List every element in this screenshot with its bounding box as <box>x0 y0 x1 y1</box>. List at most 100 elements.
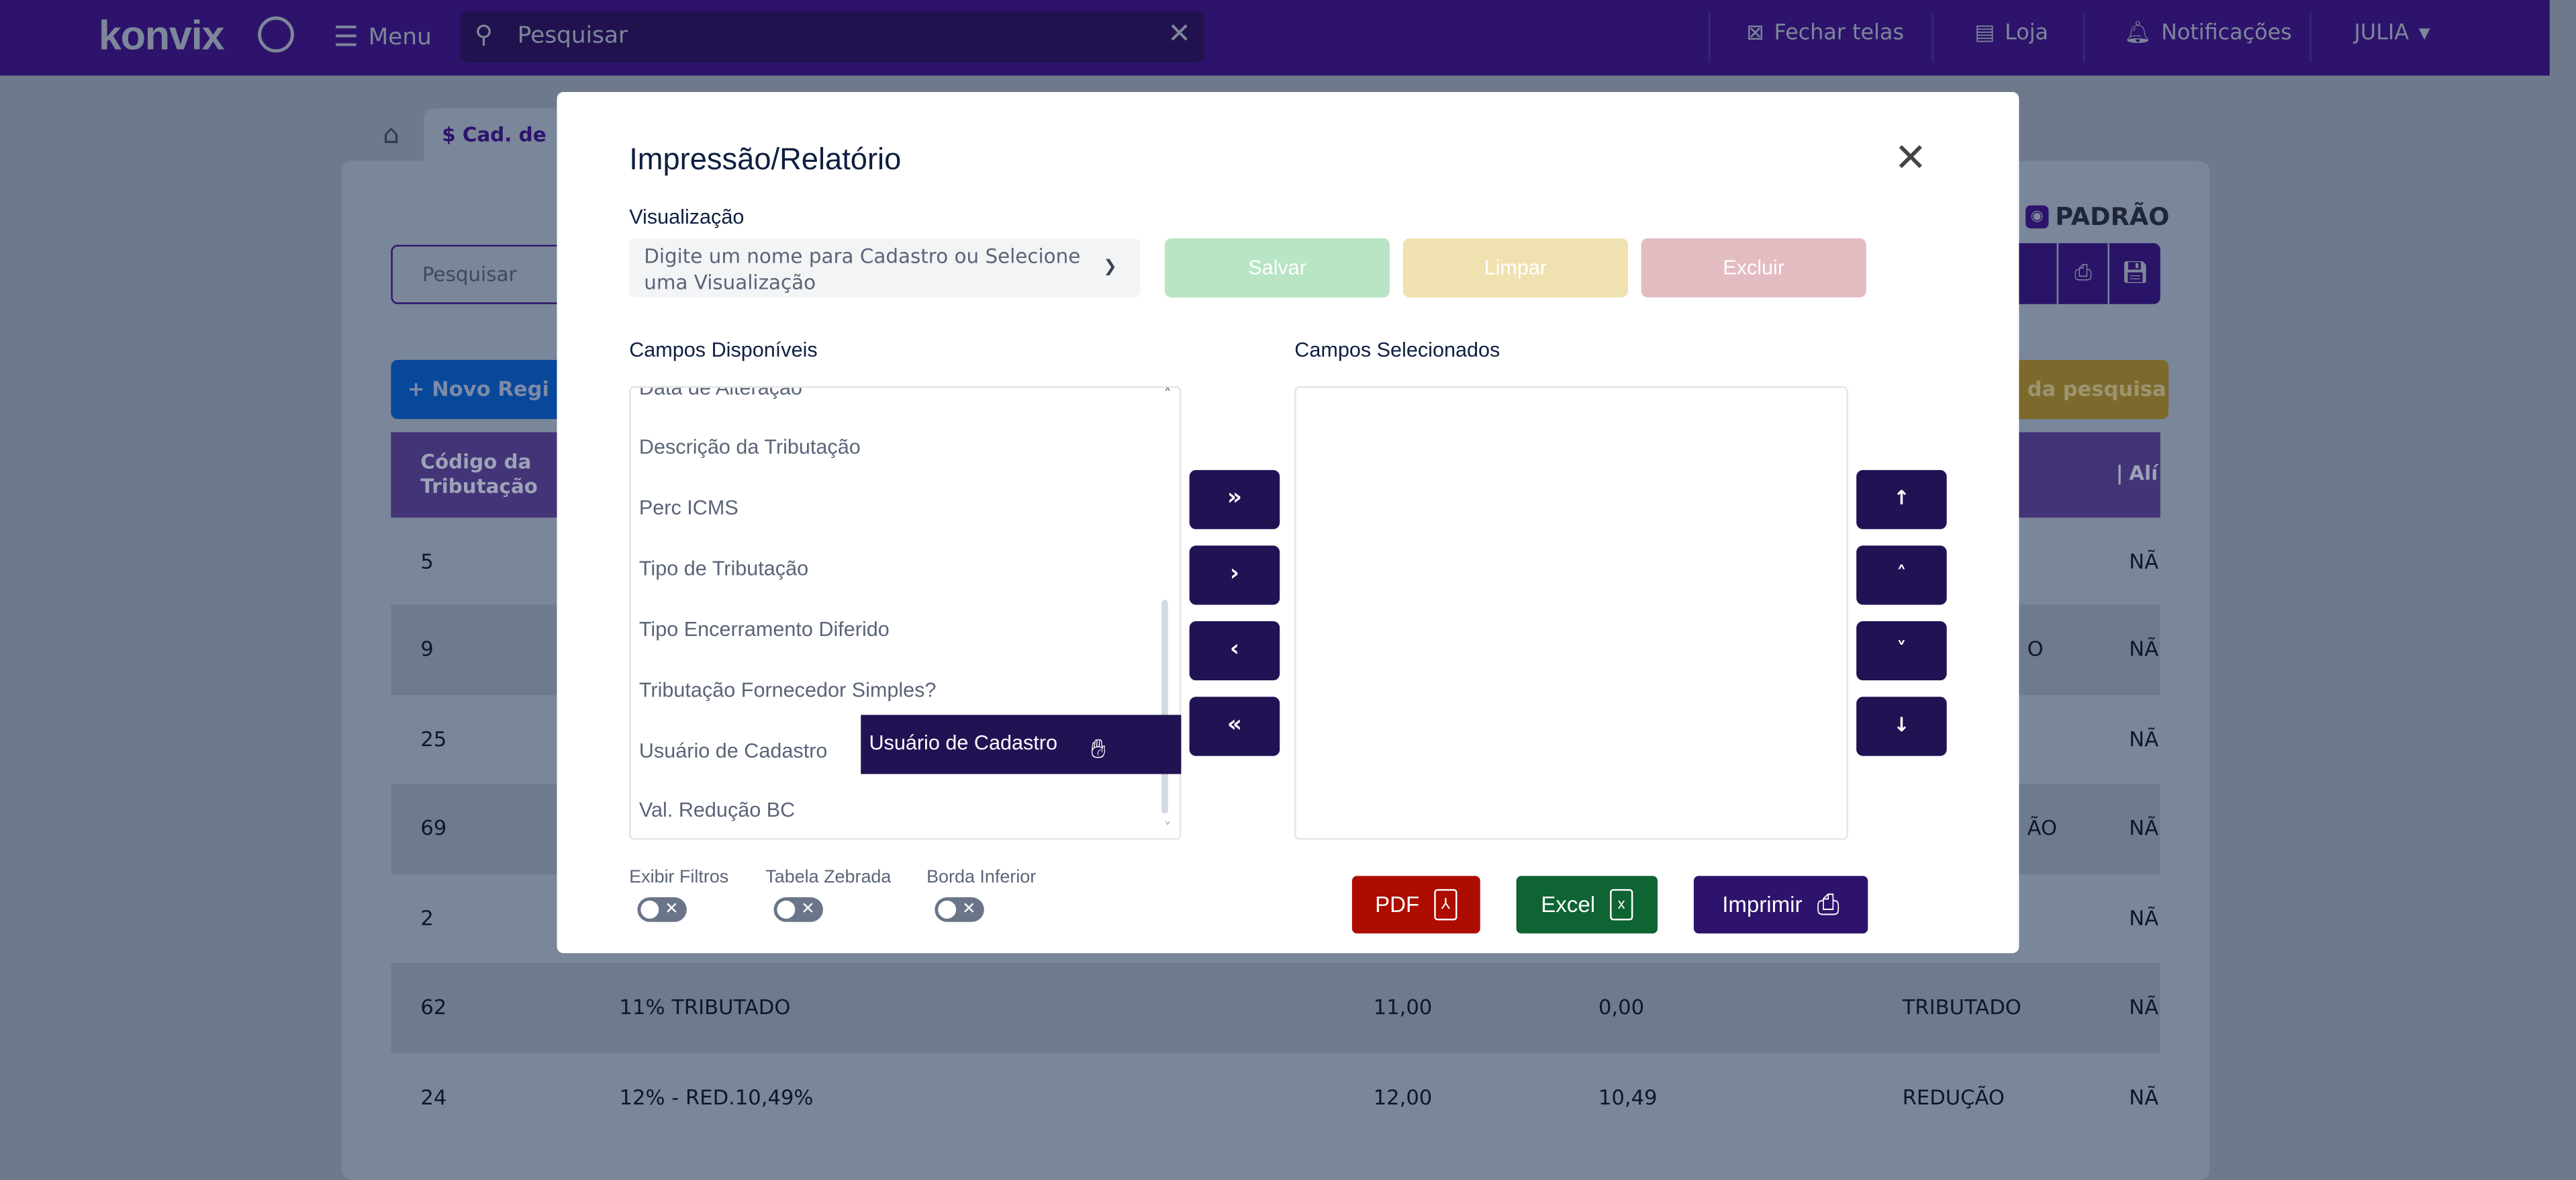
cell-code: 5 <box>420 549 434 574</box>
menu-label: Menu <box>368 24 432 51</box>
cell-type: TRIBUTADO <box>1902 994 2021 1019</box>
user-name: JULIA <box>2354 21 2410 46</box>
print-report-dialog: Impressão/Relatório ✕ Visualização Digit… <box>557 92 2019 954</box>
divider <box>1708 13 1711 62</box>
pdf-button[interactable]: PDF ⅄ <box>1351 876 1480 934</box>
field-option[interactable]: Val. Redução BC <box>638 799 796 822</box>
bell-icon: 🔔︎ <box>2124 21 2152 46</box>
move-bottom-button[interactable]: ↓ <box>1856 696 1947 756</box>
column-resizer[interactable]: | <box>2115 461 2124 485</box>
header-last[interactable]: Alí <box>2129 461 2158 485</box>
field-option[interactable]: Descrição da Tributação <box>638 435 861 459</box>
excel-button[interactable]: Excel x <box>1516 876 1658 934</box>
save-icon[interactable]: 💾︎ <box>2108 243 2160 304</box>
field-option[interactable]: Tipo Encerramento Diferido <box>638 618 890 641</box>
menu-icon: ☰ <box>333 21 359 54</box>
new-record-label: Novo Regi <box>432 376 550 402</box>
global-search-input[interactable]: ⚲ Pesquisar ✕ <box>460 11 1204 62</box>
striped-table-toggle[interactable]: ✕ <box>773 897 823 922</box>
move-right-button[interactable]: › <box>1189 545 1280 605</box>
excel-file-icon: x <box>1610 889 1633 921</box>
divider <box>2309 13 2311 62</box>
print-icon[interactable]: ⎙ <box>2056 243 2109 304</box>
bottom-border-toggle[interactable]: ✕ <box>935 897 984 922</box>
cell-v2: 10,49 <box>1598 1085 1658 1109</box>
cell-code: 9 <box>420 635 434 661</box>
cell-last: NÃ <box>2129 726 2159 752</box>
pdf-file-icon: ⅄ <box>1434 889 1458 921</box>
move-up-button[interactable]: ˄ <box>1856 545 1947 605</box>
eye-icon: ◉ <box>2025 205 2049 229</box>
view-select[interactable]: Digite um nome para Cadastro ou Selecion… <box>629 238 1141 298</box>
top-bar: KONVIX ☰ Menu ⚲ Pesquisar ✕ ⊠ Fechar telas… <box>0 0 2550 76</box>
toggle-label: Borda Inferior <box>926 868 1037 888</box>
scroll-down-icon[interactable]: ˅ <box>1163 821 1172 838</box>
delete-button[interactable]: Excluir <box>1641 238 1866 298</box>
tab-cadastro[interactable]: $ Cad. de <box>424 108 572 161</box>
cell-last: NÃ <box>2129 905 2159 931</box>
view-label: Visualização <box>629 205 745 229</box>
search-placeholder: Pesquisar <box>517 23 628 50</box>
dragging-field[interactable]: Usuário de Cadastro ✋︎ <box>861 715 1182 774</box>
field-option[interactable]: Tipo de Tributação <box>638 557 809 580</box>
user-menu[interactable]: JULIA ▼ <box>2354 21 2430 46</box>
close-window-icon: ⊠ <box>1746 21 1764 46</box>
view-indicator: ◉ PADRÃO <box>2025 202 2169 232</box>
cell-code: 69 <box>420 815 447 840</box>
table-row[interactable]: 24 12% - RED.10,49% 12,00 10,49 REDUÇÃO NÃ <box>391 1053 2160 1144</box>
available-fields-label: Campos Disponíveis <box>629 338 818 362</box>
scroll-up-icon[interactable]: ˄ <box>1163 388 1172 404</box>
move-all-left-button[interactable]: « <box>1189 696 1280 756</box>
divider <box>1931 13 1934 62</box>
cell-type: O <box>2027 635 2044 661</box>
toggle-label: Tabela Zebrada <box>765 868 892 888</box>
search-icon: ⚲ <box>475 19 493 50</box>
print-button[interactable]: Imprimir ⎙ <box>1693 876 1868 934</box>
menu-button[interactable]: ☰ Menu <box>334 21 432 54</box>
close-screens-button[interactable]: ⊠ Fechar telas <box>1746 21 1904 46</box>
move-all-right-button[interactable]: » <box>1189 469 1280 529</box>
close-icon[interactable]: ✕ <box>1894 136 1927 181</box>
cell-code: 2 <box>420 905 434 931</box>
table-row[interactable]: 62 11% TRIBUTADO 11,00 0,00 TRIBUTADO NÃ <box>391 962 2160 1054</box>
move-top-button[interactable]: ↑ <box>1856 469 1947 529</box>
clear-button[interactable]: Limpar <box>1402 238 1628 298</box>
cell-type: ÃO <box>2027 815 2058 840</box>
notifications-button[interactable]: 🔔︎ Notificações <box>2124 21 2292 46</box>
dragging-field-label: Usuário de Cadastro <box>869 731 1058 755</box>
move-left-button[interactable]: ‹ <box>1189 621 1280 681</box>
field-option[interactable]: Tributação Fornecedor Simples? <box>638 678 937 702</box>
store-button[interactable]: ▤ Loja <box>1974 21 2048 46</box>
field-option[interactable]: Data de Alteração <box>638 386 803 400</box>
grab-hand-icon: ✋︎ <box>1090 736 1106 764</box>
cell-last: NÃ <box>2129 994 2159 1019</box>
save-button[interactable]: Salvar <box>1164 238 1390 298</box>
store-icon: ▤ <box>1974 21 1995 46</box>
cell-last: NÃ <box>2129 1085 2159 1109</box>
view-select-placeholder: Digite um nome para Cadastro ou Selecion… <box>644 244 1081 295</box>
selected-fields-list[interactable] <box>1294 386 1848 840</box>
show-filters-toggle[interactable]: ✕ <box>637 897 687 922</box>
new-record-button[interactable]: + Novo Regi <box>391 359 589 419</box>
page-search-input[interactable]: Pesquisar <box>391 244 589 304</box>
field-option[interactable]: Perc ICMS <box>638 496 738 520</box>
notifications-label: Notificações <box>2161 21 2292 46</box>
header-code[interactable]: Código da Tributação <box>420 450 538 498</box>
home-icon[interactable]: ⌂ <box>383 118 400 150</box>
excel-label: Excel <box>1541 892 1596 917</box>
scrollbar-thumb[interactable] <box>1161 600 1168 814</box>
cell-code: 25 <box>420 726 447 752</box>
chevron-down-icon: ▼ <box>2418 25 2430 42</box>
cell-desc: 12% - RED.10,49% <box>619 1085 814 1109</box>
dollar-icon: $ <box>442 123 463 146</box>
toolbar: ⎙ 💾︎ <box>2004 243 2160 304</box>
field-option[interactable]: Usuário de Cadastro <box>638 739 828 763</box>
cell-type: REDUÇÃO <box>1902 1085 2005 1109</box>
cell-last: NÃ <box>2129 815 2159 840</box>
print-label: Imprimir <box>1722 892 1803 917</box>
printer-icon: ⎙ <box>1817 888 1840 920</box>
move-down-button[interactable]: ˅ <box>1856 621 1947 681</box>
store-label: Loja <box>2005 21 2049 46</box>
selected-fields-label: Campos Selecionados <box>1294 338 1500 362</box>
clear-search-icon[interactable]: ✕ <box>1167 17 1192 51</box>
